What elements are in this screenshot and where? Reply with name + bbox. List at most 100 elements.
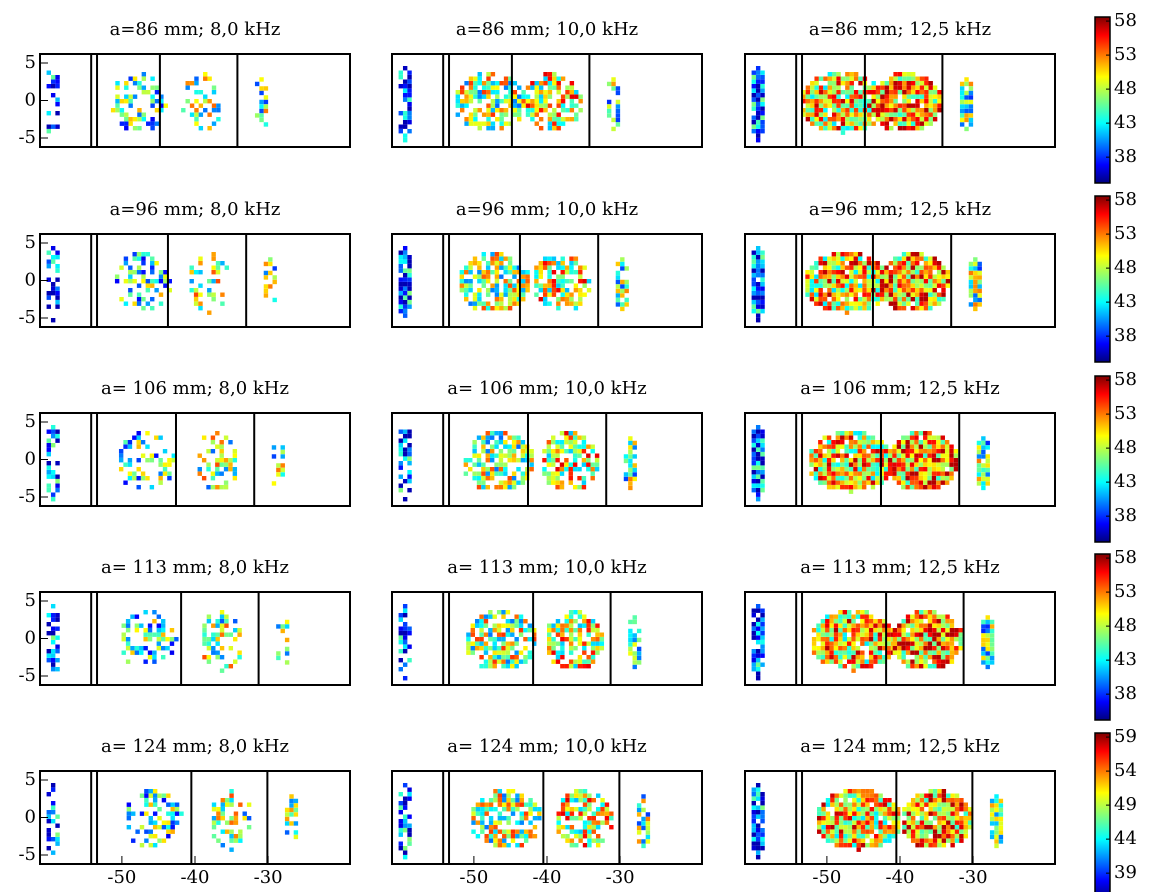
heatmap-cell [284, 651, 290, 656]
heatmap-cell [751, 622, 756, 627]
heatmap-cell [840, 288, 845, 293]
heatmap-cell [936, 659, 941, 664]
heatmap-cell [560, 121, 566, 126]
heatmap-cell [910, 108, 916, 113]
heatmap-cell [471, 829, 476, 834]
heatmap-cell [136, 444, 141, 449]
heatmap-cell [398, 429, 403, 434]
heatmap-cell [555, 467, 560, 472]
heatmap-cell [455, 90, 461, 95]
heatmap-cell [879, 292, 885, 297]
heatmap-cell [829, 641, 834, 646]
heatmap-cell [484, 834, 489, 839]
heatmap-cell [928, 829, 933, 834]
heatmap-cell [574, 829, 579, 834]
heatmap-cell [473, 90, 478, 95]
heatmap-cell [760, 250, 765, 255]
heatmap-cell [481, 81, 487, 86]
heatmap-cell [950, 802, 955, 807]
heatmap-cell [211, 802, 217, 807]
heatmap-cell [620, 266, 625, 271]
heatmap-cell [510, 628, 515, 633]
heatmap-cell [905, 453, 910, 458]
heatmap-cell [910, 72, 916, 77]
heatmap-cell [914, 659, 920, 664]
heatmap-cell [867, 121, 872, 126]
heatmap-cell [814, 288, 819, 293]
heatmap-cell [915, 820, 920, 825]
heatmap-cell [521, 292, 526, 297]
heatmap-cell [801, 94, 806, 99]
heatmap-cell [751, 626, 756, 631]
heatmap-cell [751, 488, 756, 493]
heatmap-cell [223, 458, 229, 463]
heatmap-cell [534, 121, 539, 126]
heatmap-cell [902, 820, 907, 825]
heatmap-cell [523, 637, 528, 642]
heatmap-cell [407, 79, 412, 84]
heatmap-cell [569, 85, 575, 90]
heatmap-cell [838, 816, 844, 821]
heatmap-cell [229, 798, 234, 803]
heatmap-cell [207, 126, 212, 131]
heatmap-cell [148, 816, 153, 821]
heatmap-cell [909, 458, 915, 463]
heatmap-cell [468, 117, 474, 122]
heatmap-cell [851, 632, 856, 637]
heatmap-cell [755, 488, 761, 493]
heatmap-cell [542, 283, 548, 288]
heatmap-cell [905, 444, 910, 449]
heatmap-cell [816, 650, 821, 655]
heatmap-cell [167, 279, 172, 284]
heatmap-cell [489, 458, 495, 463]
heatmap-cell [495, 108, 500, 113]
heatmap-cell [569, 99, 575, 104]
heatmap-cell [55, 658, 60, 663]
heatmap-cell [582, 807, 588, 812]
heatmap-cell [46, 295, 51, 300]
heatmap-cell [50, 282, 56, 287]
heatmap-cell [170, 820, 175, 825]
heatmap-cell [751, 810, 756, 815]
heatmap-cell [641, 839, 646, 844]
heatmap-cell [989, 651, 995, 656]
heatmap-cell [936, 261, 942, 266]
heatmap-cell [55, 461, 60, 466]
heatmap-cell [755, 667, 761, 672]
heatmap-cell [590, 655, 596, 660]
heatmap-cell [50, 497, 56, 502]
heatmap-cell [516, 292, 522, 297]
heatmap-cell [976, 476, 982, 482]
heatmap-cell [822, 462, 827, 467]
heatmap-cell [843, 820, 848, 825]
heatmap-cell [565, 90, 570, 95]
heatmap-cell [237, 655, 242, 660]
heatmap-cell [836, 279, 841, 284]
heatmap-cell [822, 467, 827, 472]
heatmap-cell [407, 115, 412, 120]
heatmap-cell [128, 99, 133, 104]
heatmap-cell [407, 644, 412, 649]
heatmap-cell [488, 659, 493, 664]
heatmap-cell [486, 90, 491, 95]
heatmap-cell [50, 124, 56, 129]
heatmap-cell [407, 434, 412, 439]
heatmap-cell [923, 623, 928, 628]
heatmap-cell [906, 256, 911, 261]
heatmap-cell [609, 816, 614, 821]
heatmap-cell [755, 255, 761, 260]
heatmap-cell [860, 834, 866, 839]
heatmap-cell [499, 256, 504, 261]
heatmap-cell [751, 434, 756, 439]
heatmap-cell [198, 270, 203, 275]
heatmap-cell [853, 431, 858, 436]
heatmap-cell [494, 297, 500, 302]
heatmap-cell [552, 117, 557, 122]
heatmap-cell [569, 90, 575, 95]
heatmap-cell [137, 108, 142, 113]
heatmap-cell [852, 843, 857, 848]
heatmap-cell [814, 297, 819, 302]
heatmap-cell [555, 471, 560, 476]
heatmap-cell [115, 99, 120, 104]
heatmap-cell [136, 301, 142, 306]
